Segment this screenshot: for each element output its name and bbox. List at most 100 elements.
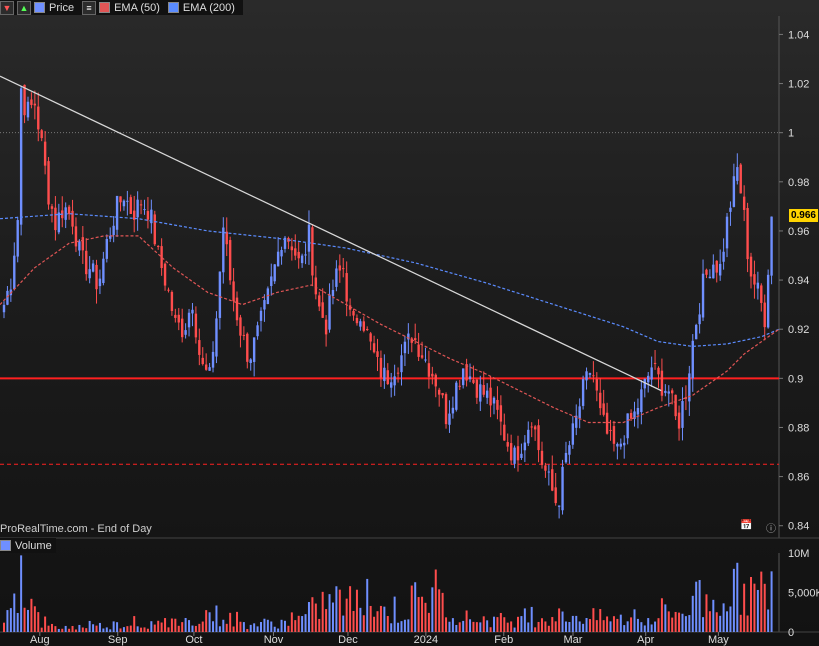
volume-bar [184, 617, 187, 632]
candle-body [520, 453, 523, 458]
volume-bar [61, 628, 64, 632]
volume-bar [489, 627, 492, 632]
volume-bar [215, 605, 218, 632]
volume-bar [188, 620, 191, 632]
volume-bar [95, 625, 98, 632]
volume-bar [609, 621, 612, 632]
volume-bar [763, 583, 766, 632]
volume-bar [273, 626, 276, 632]
candle-body [441, 392, 444, 396]
price-legend: ▼ ▲ Price ≡ EMA (50) EMA (200) [0, 0, 243, 15]
candle-body [383, 367, 386, 382]
candle-body [636, 408, 640, 415]
candle-body [153, 214, 156, 245]
candle-body [208, 367, 211, 371]
calendar-icon[interactable]: 📅 [740, 520, 753, 531]
volume-bar [561, 611, 564, 632]
candle-body [489, 387, 492, 406]
volume-bar [684, 616, 687, 632]
price-swatch [34, 2, 45, 13]
volume-bar [33, 606, 36, 632]
volume-bar [540, 618, 543, 632]
legend-ema50[interactable]: EMA (50) [99, 2, 160, 14]
candle-body [119, 196, 122, 203]
candle-body [760, 285, 763, 303]
candle-body [218, 271, 222, 318]
volume-bar [750, 577, 753, 632]
candle-body [252, 337, 256, 362]
candle-body [461, 368, 465, 386]
candle-body [475, 379, 479, 398]
legend-ema50-label: EMA (50) [114, 1, 160, 14]
candle-body [527, 429, 530, 444]
legend-price[interactable]: Price [34, 2, 74, 14]
legend-ema200[interactable]: EMA (200) [167, 2, 235, 14]
list-icon[interactable]: ≡ [82, 0, 97, 15]
volume-bar [143, 627, 146, 632]
volume-bar [71, 625, 74, 632]
volume-bar [767, 609, 770, 632]
volume-bar [283, 620, 286, 632]
arrow-up-icon[interactable]: ▲ [17, 0, 31, 15]
candle-body [427, 363, 431, 377]
candle-body [300, 255, 304, 264]
volume-bar [606, 616, 609, 632]
volume-bar [359, 607, 362, 632]
volume-bar [92, 624, 95, 632]
candle-body [390, 382, 393, 388]
volume-bar [30, 598, 33, 632]
candle-body [225, 231, 228, 245]
volume-bar [671, 617, 674, 632]
volume-bar [510, 621, 513, 632]
arrow-down-icon[interactable]: ▼ [0, 0, 14, 15]
volume-bar [650, 624, 653, 632]
candle-body [640, 389, 643, 413]
volume-bar [530, 606, 533, 632]
candle-body [163, 263, 167, 286]
candle-body [88, 269, 91, 279]
candle-body [619, 443, 622, 447]
volume-bar [599, 609, 602, 632]
candle-body [458, 385, 461, 387]
candle-body [246, 333, 249, 362]
volume-bar [568, 621, 571, 632]
candle-body [701, 273, 705, 318]
volume-bar [164, 618, 167, 632]
candle-body [554, 487, 557, 504]
volume-bar [397, 622, 400, 632]
candle-body [170, 291, 174, 311]
candle-body [468, 376, 472, 380]
candle-body [211, 351, 215, 368]
volume-bar [212, 621, 215, 632]
volume-bar [445, 617, 448, 632]
volume-tick-label: 10M [788, 548, 809, 560]
volume-bar [517, 616, 519, 632]
candle-body [167, 289, 170, 291]
candle-body [33, 103, 37, 106]
volume-bar [657, 618, 660, 632]
volume-bar [475, 622, 478, 632]
price-tick-label: 0.96 [788, 226, 809, 238]
volume-bar [647, 618, 650, 632]
volume-bar [743, 583, 746, 632]
info-icon[interactable]: ⓘ [766, 524, 776, 535]
volume-bar [482, 616, 485, 632]
volume-bar [325, 609, 328, 632]
volume-bar [174, 618, 177, 632]
volume-bar [307, 602, 310, 632]
volume-bar [362, 615, 365, 632]
candle-body [297, 251, 300, 259]
volume-bar [588, 619, 591, 632]
volume-bar [20, 555, 23, 632]
volume-bar [369, 605, 372, 632]
candle-body [294, 248, 297, 256]
candle-body [766, 274, 770, 328]
volume-bar [739, 614, 742, 632]
time-tick-label: Nov [264, 634, 284, 646]
candle-body [102, 258, 105, 284]
volume-label: Volume [15, 539, 52, 552]
volume-bar [712, 599, 715, 632]
candle-body [43, 141, 47, 166]
volume-bar [23, 607, 26, 632]
